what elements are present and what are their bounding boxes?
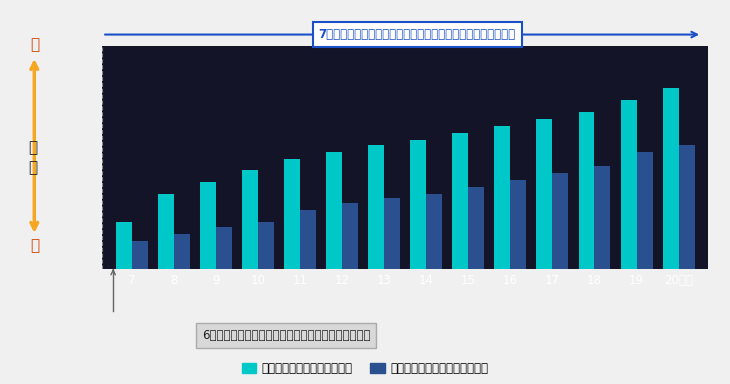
- Bar: [494, 126, 510, 269]
- Bar: [131, 241, 147, 269]
- Bar: [663, 88, 679, 269]
- Bar: [158, 194, 174, 269]
- Bar: [426, 194, 442, 269]
- Bar: [384, 199, 400, 269]
- Text: 大: 大: [31, 36, 39, 52]
- Bar: [326, 152, 342, 269]
- Bar: [578, 112, 594, 269]
- Bar: [553, 173, 569, 269]
- Bar: [453, 133, 468, 269]
- Legend: 無事故の場合の割引イメージ, 事故ありの場合の割引イメージ: 無事故の場合の割引イメージ, 事故ありの場合の割引イメージ: [237, 358, 493, 380]
- Bar: [115, 222, 131, 269]
- Bar: [368, 144, 384, 269]
- Text: 小: 小: [31, 238, 39, 253]
- Bar: [258, 222, 274, 269]
- Bar: [510, 180, 526, 269]
- Text: 6等級までは、無事故・事故ありとも割増引率は同じ: 6等級までは、無事故・事故ありとも割増引率は同じ: [202, 329, 370, 342]
- Bar: [342, 203, 358, 269]
- Bar: [679, 144, 695, 269]
- Bar: [410, 140, 426, 269]
- Bar: [637, 152, 653, 269]
- Bar: [468, 187, 484, 269]
- Bar: [200, 182, 216, 269]
- Bar: [594, 166, 610, 269]
- Bar: [284, 159, 300, 269]
- Text: 割
引: 割 引: [28, 140, 38, 175]
- Text: 7等級から、等級毎に無事故・事故ありで割引率が変化します: 7等級から、等級毎に無事故・事故ありで割引率が変化します: [319, 28, 516, 41]
- Bar: [537, 119, 553, 269]
- Bar: [216, 227, 232, 269]
- Bar: [174, 233, 190, 269]
- Bar: [620, 100, 637, 269]
- Bar: [242, 170, 258, 269]
- Bar: [300, 210, 316, 269]
